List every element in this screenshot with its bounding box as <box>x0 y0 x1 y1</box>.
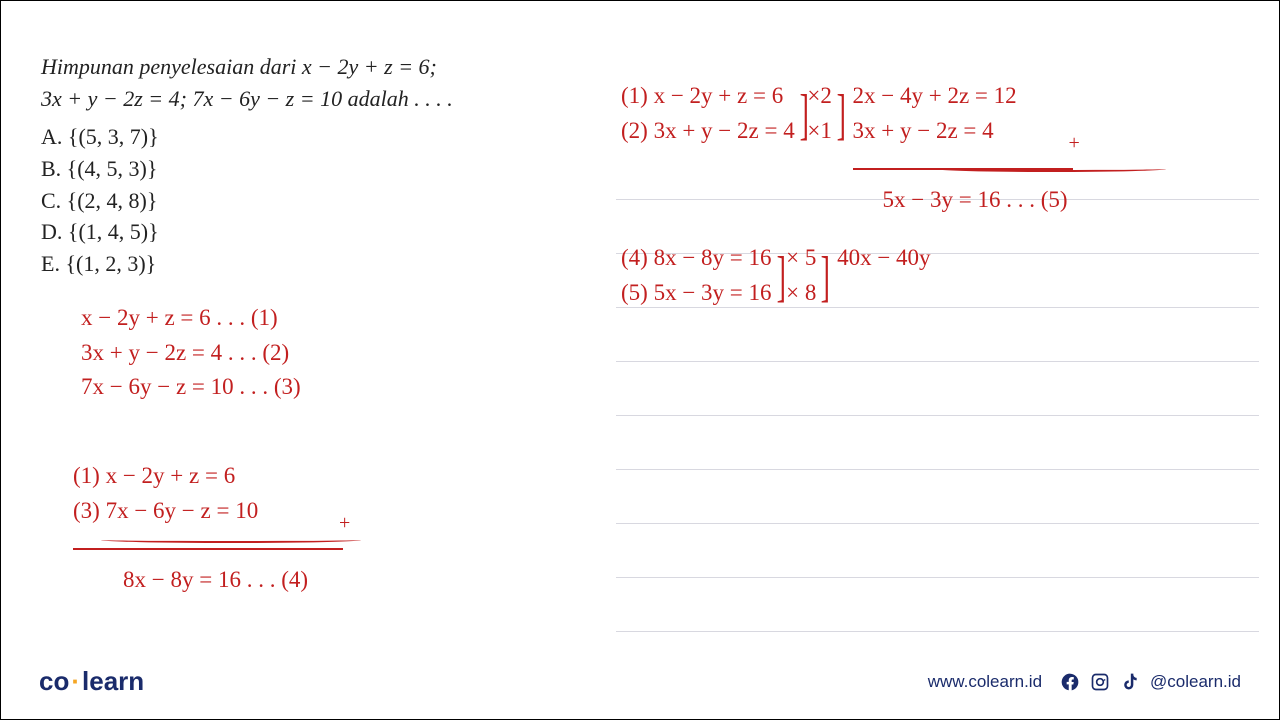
combine-row-1: (1) x − 2y + z = 6 <box>73 459 343 494</box>
underline-curve-2 <box>101 537 361 543</box>
handwriting-equations: x − 2y + z = 6 . . . (1) 3x + y − 2z = 4… <box>81 301 301 405</box>
result-eq-4: 8x − 8y = 16 . . . (4) <box>73 563 343 598</box>
facebook-icon[interactable] <box>1060 672 1080 692</box>
logo-co: co <box>39 666 69 696</box>
result-eq-5: 5x − 3y = 16 . . . (5) <box>853 183 1073 218</box>
handwriting-combine-1-2: (1) x − 2y + z = 6 (2) 3x + y − 2z = 4 ]… <box>621 79 1073 217</box>
option-d: D. {(1, 4, 5)} <box>41 216 453 248</box>
option-a: A. {(5, 3, 7)} <box>41 121 453 153</box>
scaled-eq4: 40x − 40y <box>837 241 930 276</box>
eq2-copy: (2) 3x + y − 2z = 4 <box>621 114 795 149</box>
eq-2: 3x + y − 2z = 4 . . . (2) <box>81 336 301 371</box>
scaled-eq1: 2x − 4y + 2z = 12 <box>853 79 1073 114</box>
eq-1: x − 2y + z = 6 . . . (1) <box>81 301 301 336</box>
eq-3: 7x − 6y − z = 10 . . . (3) <box>81 370 301 405</box>
website-url[interactable]: www.colearn.id <box>928 672 1042 692</box>
question-text: Himpunan penyelesaian dari x − 2y + z = … <box>41 51 453 280</box>
social-handle[interactable]: @colearn.id <box>1150 672 1241 692</box>
footer: co·learn www.colearn.id @colearn.id <box>1 666 1279 697</box>
social-icons: @colearn.id <box>1060 672 1241 692</box>
option-e: E. {(1, 2, 3)} <box>41 248 453 280</box>
scaled-eq2: 3x + y − 2z = 4 <box>853 114 1073 149</box>
mult-x8: × 8 <box>786 276 816 311</box>
mult-x1: ×1 <box>807 114 831 149</box>
eq4-copy: (4) 8x − 8y = 16 <box>621 241 772 276</box>
logo-learn: learn <box>82 666 144 696</box>
ruled-background <box>616 146 1259 639</box>
question-line-2: 3x + y − 2z = 4; 7x − 6y − z = 10 adalah… <box>41 86 453 111</box>
handwriting-combine-1-3: (1) x − 2y + z = 6 (3) 7x − 6y − z = 10 … <box>73 459 343 597</box>
underline-curve-1 <box>936 166 1166 172</box>
eq1-copy: (1) x − 2y + z = 6 <box>621 79 795 114</box>
mult-x2: ×2 <box>807 79 831 114</box>
combine-row-3: (3) 7x − 6y − z = 10 <box>73 494 343 529</box>
instagram-icon[interactable] <box>1090 672 1110 692</box>
handwriting-combine-4-5: (4) 8x − 8y = 16 (5) 5x − 3y = 16 ] × 5 … <box>621 241 931 319</box>
tiktok-icon[interactable] <box>1120 672 1140 692</box>
question-line-1: Himpunan penyelesaian dari x − 2y + z = … <box>41 54 437 79</box>
option-c: C. {(2, 4, 8)} <box>41 185 453 217</box>
logo-dot: · <box>71 666 80 696</box>
logo: co·learn <box>39 666 144 697</box>
option-b: B. {(4, 5, 3)} <box>41 153 453 185</box>
mult-x5: × 5 <box>786 241 816 276</box>
eq5-copy: (5) 5x − 3y = 16 <box>621 276 772 311</box>
